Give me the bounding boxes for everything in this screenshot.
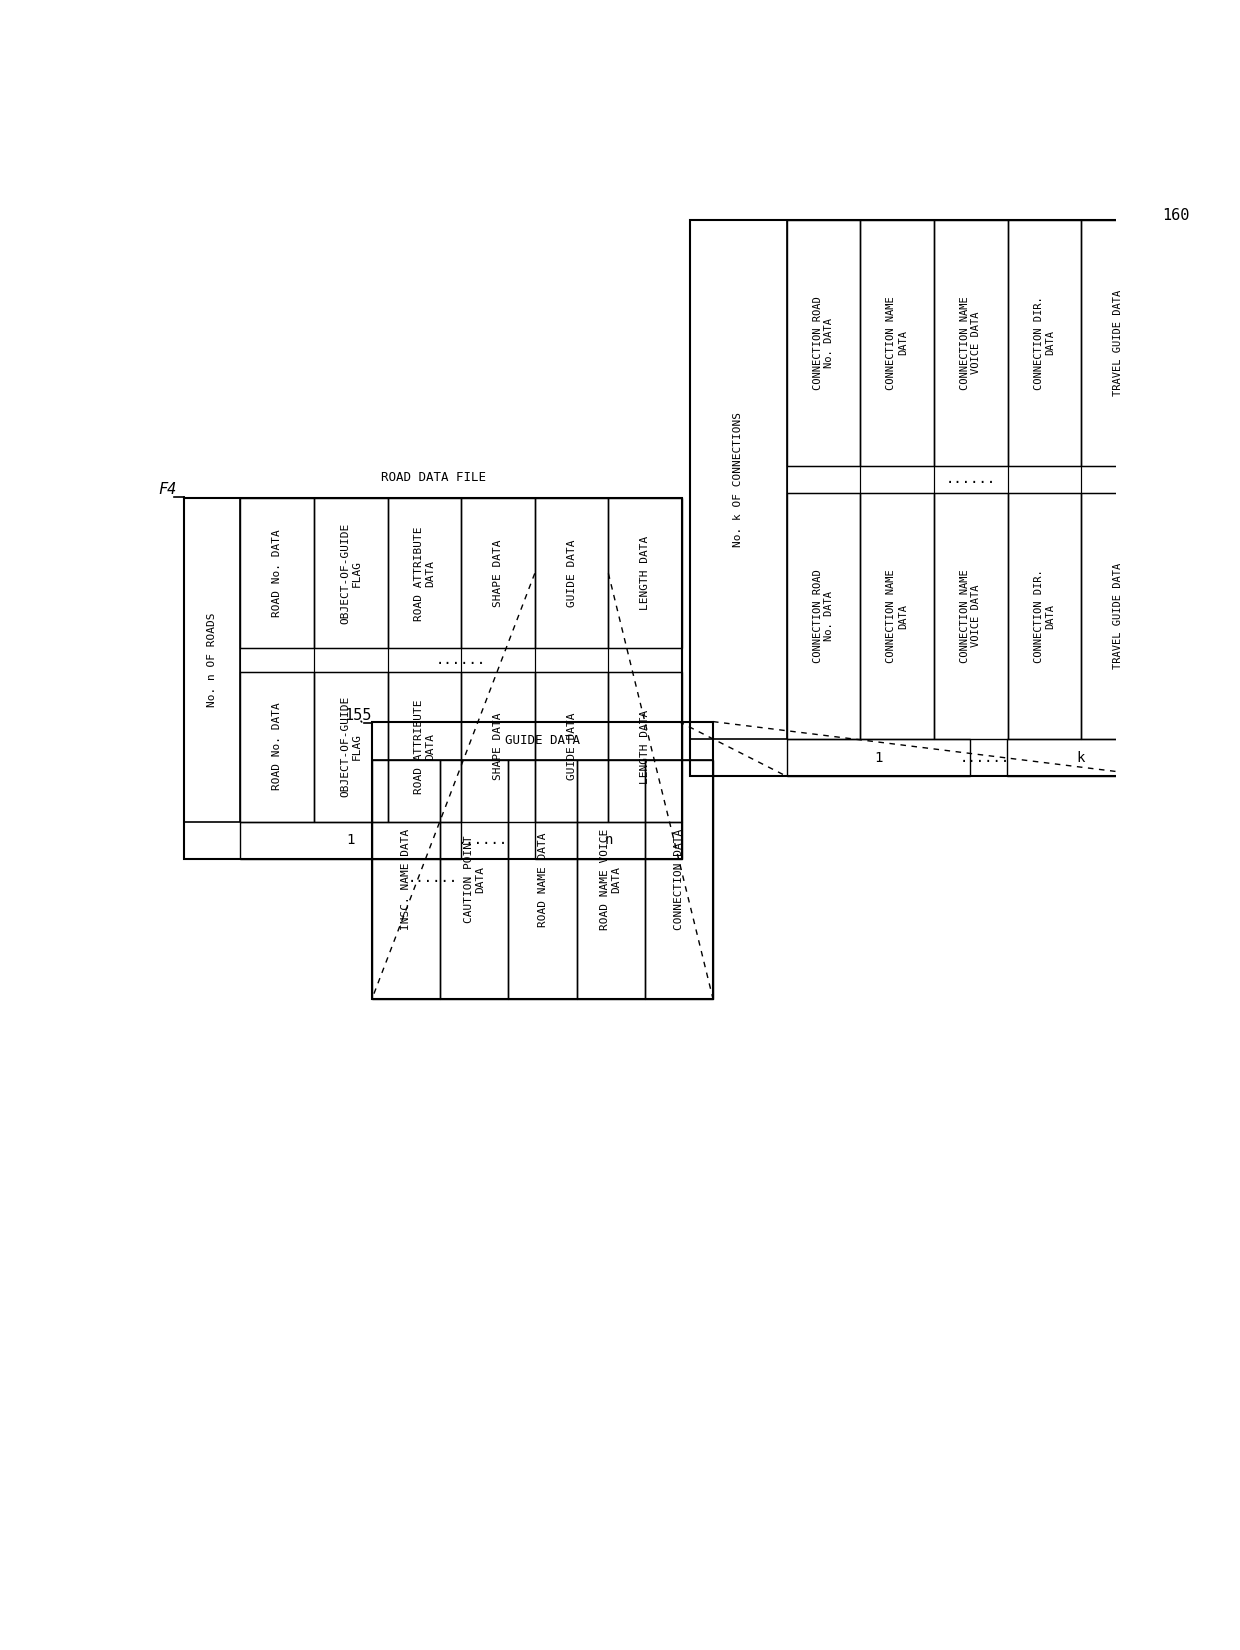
Text: No. k OF CONNECTIONS: No. k OF CONNECTIONS [733,412,743,546]
Text: CONNECTION DATA: CONNECTION DATA [673,828,684,931]
Bar [534,672,609,822]
Bar [861,465,934,493]
Bar [241,822,461,858]
Text: 160: 160 [1163,208,1190,223]
Text: F4: F4 [159,482,176,497]
Text: INSC. NAME DATA: INSC. NAME DATA [401,828,412,931]
Text: CONNECTION NAME
VOICE DATA: CONNECTION NAME VOICE DATA [960,295,982,389]
Text: TRAVEL GUIDE DATA: TRAVEL GUIDE DATA [1114,563,1123,670]
Bar [461,498,534,648]
Text: LENGTH DATA: LENGTH DATA [640,536,650,610]
Text: CONNECTION NAME
VOICE DATA: CONNECTION NAME VOICE DATA [960,569,982,663]
Bar [372,721,713,761]
Bar [645,761,713,998]
Text: CONNECTION ROAD
No. DATA: CONNECTION ROAD No. DATA [812,569,835,663]
Text: ROAD DATA FILE: ROAD DATA FILE [381,472,486,485]
Bar [1007,465,1081,493]
Text: 1: 1 [874,751,883,766]
Text: ROAD No. DATA: ROAD No. DATA [272,703,281,790]
Bar [185,498,241,822]
Text: No. n OF ROADS: No. n OF ROADS [207,612,217,708]
Bar [314,672,387,822]
Text: CONNECTION NAME
DATA: CONNECTION NAME DATA [887,569,908,663]
Text: OBJECT-OF-GUIDE
FLAG: OBJECT-OF-GUIDE FLAG [340,523,362,624]
Bar [387,648,461,672]
Bar [934,493,1007,739]
Text: ......: ...... [436,653,486,667]
Bar [185,498,682,858]
Bar [609,498,682,648]
Bar [577,761,645,998]
Text: ROAD ATTRIBUTE
DATA: ROAD ATTRIBUTE DATA [413,700,435,794]
Text: CONNECTION DIR.
DATA: CONNECTION DIR. DATA [1033,295,1055,389]
Bar [786,465,861,493]
Text: TRAVEL GUIDE DATA: TRAVEL GUIDE DATA [1114,290,1123,396]
Text: LENGTH DATA: LENGTH DATA [640,710,650,784]
Bar [609,648,682,672]
Text: ......: ...... [946,472,996,487]
Text: CONNECTION DIR.
DATA: CONNECTION DIR. DATA [1033,569,1055,663]
Bar [861,493,934,739]
Text: k: k [1076,751,1085,766]
Bar [609,672,682,822]
Bar [314,498,387,648]
Text: GUIDE DATA: GUIDE DATA [567,713,577,780]
Bar [440,761,508,998]
Bar [786,493,861,739]
Bar [461,672,534,822]
Text: ROAD NAME DATA: ROAD NAME DATA [537,832,548,927]
Bar [689,219,786,739]
Bar [1007,739,1154,776]
Text: ......: ...... [960,751,1011,766]
Bar [786,739,970,776]
Bar [1081,219,1154,465]
Bar [534,648,609,672]
Bar [1007,219,1081,465]
Bar [372,761,440,998]
Text: CONNECTION ROAD
No. DATA: CONNECTION ROAD No. DATA [812,295,835,389]
Bar [786,219,861,465]
Bar [241,498,314,648]
Bar [1081,493,1154,739]
Bar [934,465,1007,493]
Text: ROAD NAME VOICE
DATA: ROAD NAME VOICE DATA [600,828,621,931]
Text: SHAPE DATA: SHAPE DATA [494,540,503,607]
Bar [314,648,387,672]
Text: ROAD ATTRIBUTE
DATA: ROAD ATTRIBUTE DATA [413,526,435,620]
Bar [508,761,577,998]
Text: CONNECTION NAME
DATA: CONNECTION NAME DATA [887,295,908,389]
Bar [534,822,682,858]
Bar [861,219,934,465]
Bar [534,498,609,648]
Bar [461,648,534,672]
Bar [372,721,713,998]
Text: 1: 1 [346,833,355,846]
Bar [1007,493,1081,739]
Text: n: n [604,833,613,846]
Bar [1081,465,1154,493]
Bar [241,672,314,822]
Text: 155: 155 [345,708,372,723]
Bar [689,219,1154,776]
Bar [934,219,1007,465]
Text: CAUTION POINT
DATA: CAUTION POINT DATA [464,835,485,924]
Bar [387,498,461,648]
Text: ROAD No. DATA: ROAD No. DATA [272,530,281,617]
Text: GUIDE DATA: GUIDE DATA [567,540,577,607]
Text: OBJECT-OF-GUIDE
FLAG: OBJECT-OF-GUIDE FLAG [340,696,362,797]
Bar [387,672,461,822]
Text: GUIDE DATA: GUIDE DATA [505,734,580,747]
Bar [241,648,314,672]
Text: ......: ...... [458,833,508,846]
Text: ......: ...... [408,871,459,884]
Text: SHAPE DATA: SHAPE DATA [494,713,503,780]
